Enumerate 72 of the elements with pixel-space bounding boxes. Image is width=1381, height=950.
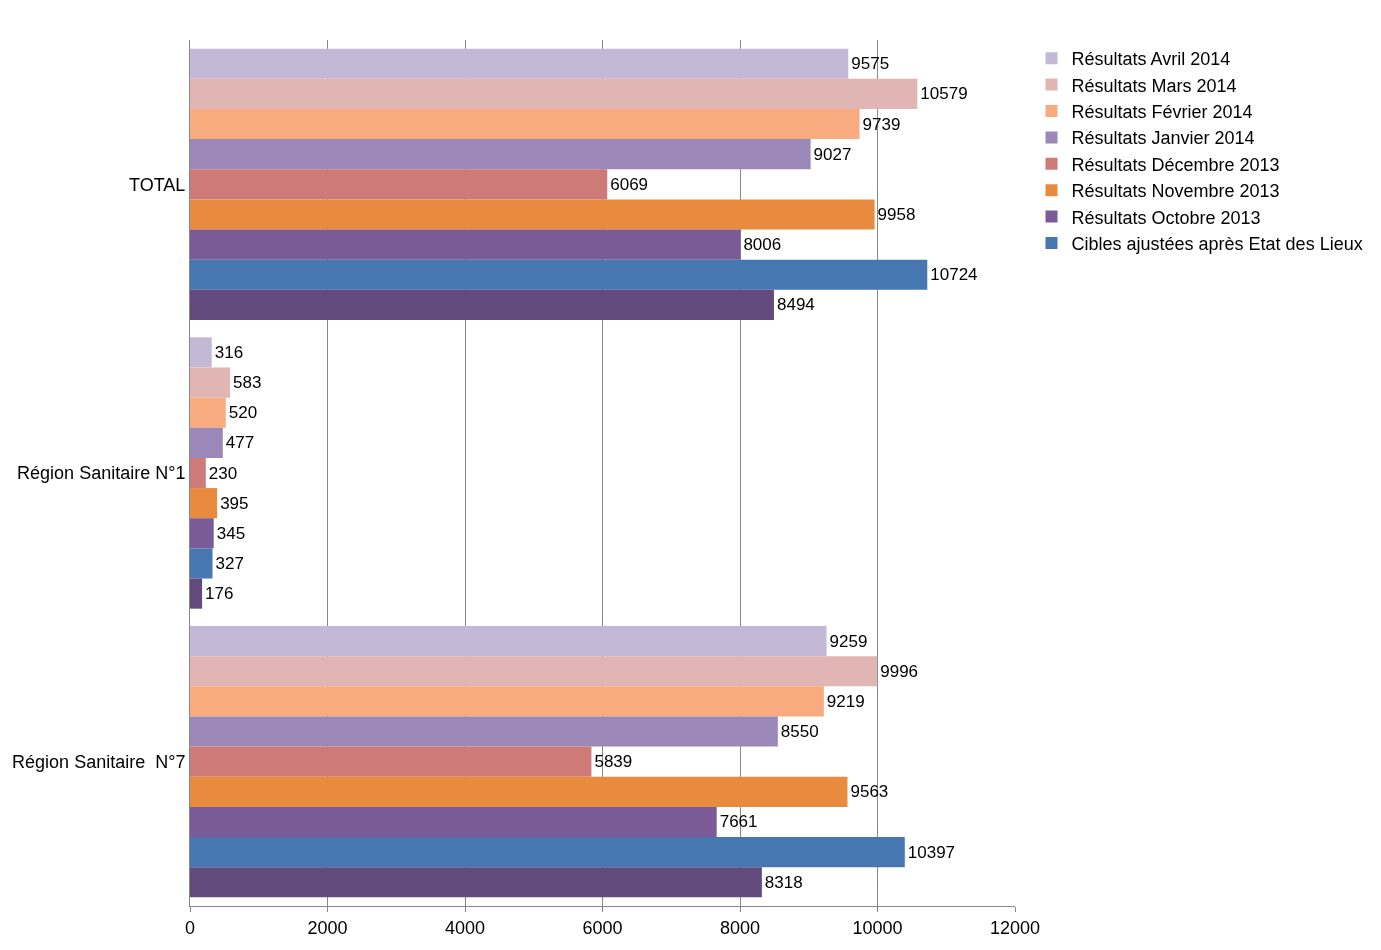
bar xyxy=(190,139,811,170)
data-label: 583 xyxy=(233,373,262,393)
bar xyxy=(190,289,774,321)
data-label: 10579 xyxy=(920,84,968,104)
data-label: 8318 xyxy=(764,872,803,892)
x-tick-label: 6000 xyxy=(582,917,623,938)
bar xyxy=(190,806,717,838)
data-label: 316 xyxy=(214,342,244,362)
bar xyxy=(190,229,741,260)
legend-label: Résultats Janvier 2014 xyxy=(1071,128,1255,149)
bar xyxy=(190,837,905,868)
data-label: 9575 xyxy=(851,54,890,74)
y-tick-label: Région Sanitaire N°1 xyxy=(17,463,186,484)
data-label: 9219 xyxy=(826,691,865,711)
data-label: 9739 xyxy=(862,114,901,134)
bar xyxy=(190,199,875,230)
x-tick-label: 0 xyxy=(184,917,196,938)
bar xyxy=(190,78,918,109)
legend-label: Résultats Décembre 2013 xyxy=(1071,154,1280,175)
bar xyxy=(190,518,214,549)
data-label: 9996 xyxy=(880,661,919,681)
data-label: 8494 xyxy=(776,295,815,315)
data-label: 8550 xyxy=(780,722,819,742)
data-label: 9259 xyxy=(829,631,868,651)
data-label: 9027 xyxy=(813,144,852,164)
x-tick-label: 8000 xyxy=(719,917,761,938)
data-label: 5839 xyxy=(594,752,633,772)
legend-label: Résultats Octobre 2013 xyxy=(1071,207,1261,228)
bar xyxy=(190,867,762,898)
data-label: 230 xyxy=(208,463,238,483)
x-tick-label: 10000 xyxy=(852,917,903,938)
y-tick-label: Région Sanitaire N°7 xyxy=(12,751,186,772)
bar xyxy=(190,746,592,777)
bar xyxy=(190,397,226,428)
data-label: 176 xyxy=(205,584,234,604)
data-label: 9563 xyxy=(850,782,889,802)
data-label: 395 xyxy=(220,493,249,513)
bar xyxy=(190,427,223,458)
bar xyxy=(190,488,218,519)
bar xyxy=(190,367,231,398)
x-tick-label: 4000 xyxy=(444,917,486,938)
legend-label: Résultats Mars 2014 xyxy=(1071,75,1237,96)
data-label: 9958 xyxy=(877,204,916,224)
data-label: 10397 xyxy=(907,842,956,862)
data-label: 520 xyxy=(228,403,258,423)
data-label: 327 xyxy=(215,553,244,573)
legend-label: Résultats Avril 2014 xyxy=(1071,49,1231,70)
x-tick-label: 2000 xyxy=(307,917,348,938)
legend-label: Cibles ajustées après Etat des Lieux xyxy=(1071,234,1363,255)
bar xyxy=(190,656,878,687)
data-label: 6069 xyxy=(610,174,649,194)
bar xyxy=(190,776,848,807)
data-label: 7661 xyxy=(719,812,758,832)
bar xyxy=(190,548,213,579)
data-label: 477 xyxy=(225,433,255,453)
bar xyxy=(190,457,206,489)
bar xyxy=(190,686,824,717)
bar xyxy=(190,337,212,368)
bar xyxy=(190,716,778,747)
bar xyxy=(190,578,203,609)
legend-label: Résultats Novembre 2013 xyxy=(1071,181,1280,202)
bar xyxy=(190,108,860,140)
bar xyxy=(190,259,928,290)
bar xyxy=(190,625,827,657)
bar xyxy=(190,169,608,200)
legend-label: Résultats Février 2014 xyxy=(1071,102,1253,123)
x-tick-label: 12000 xyxy=(989,917,1041,938)
data-label: 8006 xyxy=(743,235,782,255)
y-tick-label: TOTAL xyxy=(129,174,186,195)
bar xyxy=(190,48,849,79)
data-label: 10724 xyxy=(930,265,978,285)
data-label: 345 xyxy=(216,523,246,543)
